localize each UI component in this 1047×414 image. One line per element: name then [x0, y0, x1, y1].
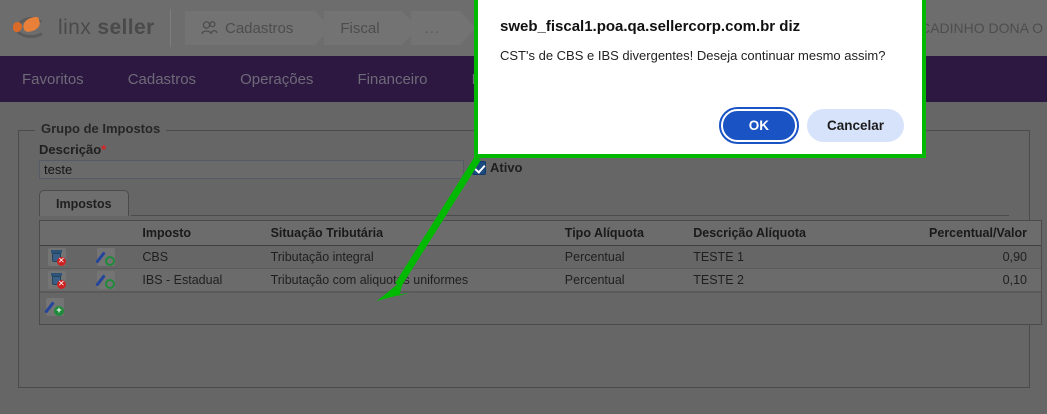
- edit-icon[interactable]: [95, 248, 115, 266]
- table-header-row: Imposto Situação Tributária Tipo Alíquot…: [40, 221, 1041, 246]
- breadcrumb-label: ...: [424, 19, 441, 37]
- table-row[interactable]: ✕ IBS - Estadual Tributação com aliquota…: [40, 268, 1041, 292]
- cell-imposto: IBS - Estadual: [138, 268, 267, 292]
- add-icon[interactable]: +: [44, 298, 64, 316]
- col-header-imposto: Imposto: [138, 221, 267, 246]
- linx-flame-logo-icon: [10, 15, 50, 41]
- brand-light-text: linx: [58, 16, 92, 39]
- breadcrumb-label: Fiscal: [340, 19, 380, 37]
- grupo-impostos-fieldset: Grupo de Impostos Descrição* Ativo Impos…: [18, 121, 1042, 388]
- col-header-situacao: Situação Tributária: [266, 221, 561, 246]
- dialog-message: CST's de CBS e IBS divergentes! Deseja c…: [500, 48, 886, 63]
- fieldset-legend: Grupo de Impostos: [35, 121, 167, 136]
- cell-tipo-aliquota: Percentual: [560, 268, 690, 292]
- breadcrumb-item-cadastros[interactable]: Cadastros: [185, 11, 332, 45]
- breadcrumb: Cadastros Fiscal ...: [185, 11, 476, 45]
- fieldset-border-left: [19, 130, 35, 131]
- people-icon: [201, 21, 218, 35]
- cell-tipo-aliquota: Percentual: [560, 245, 690, 269]
- delete-icon[interactable]: ✕: [47, 271, 66, 289]
- ativo-checkbox-group[interactable]: Ativo: [472, 160, 523, 175]
- cell-descricao-aliquota: TESTE 1: [689, 245, 926, 269]
- tab-underline: [131, 215, 1009, 216]
- page-content: Grupo de Impostos Descrição* Ativo Impos…: [0, 102, 1047, 414]
- impostos-table: Imposto Situação Tributária Tipo Alíquot…: [40, 221, 1041, 292]
- col-header-edit: [73, 221, 139, 246]
- company-name: MERCADINHO DONA O: [888, 20, 1043, 36]
- cell-situacao: Tributação com aliquotas uniformes: [266, 268, 561, 292]
- dialog-title: sweb_fiscal1.poa.qa.sellercorp.com.br di…: [500, 18, 801, 35]
- nav-item-financeiro[interactable]: Financeiro: [357, 70, 428, 88]
- brand-bold-text: seller: [97, 16, 155, 39]
- descricao-label-text: Descrição: [39, 142, 102, 157]
- table-footer: +: [40, 292, 1041, 324]
- breadcrumb-label: Cadastros: [225, 19, 294, 37]
- col-header-tipo-aliquota: Tipo Alíquota: [560, 221, 690, 246]
- cell-percentual-valor: 0,90: [925, 245, 1041, 269]
- ok-button[interactable]: OK: [718, 107, 799, 144]
- dialog-actions: OK Cancelar: [718, 107, 904, 144]
- tab-impostos[interactable]: Impostos: [39, 190, 129, 216]
- cell-descricao-aliquota: TESTE 2: [689, 268, 926, 292]
- cell-imposto: CBS: [138, 245, 267, 269]
- table-row[interactable]: ✕ CBS Tributação integral Percentual: [40, 245, 1041, 269]
- row-edit-cell[interactable]: [73, 268, 139, 292]
- tab-strip: Impostos: [39, 190, 1009, 216]
- row-delete-cell[interactable]: ✕: [40, 268, 74, 292]
- table-header: Imposto Situação Tributária Tipo Alíquot…: [40, 221, 1041, 246]
- nav-item-cadastros[interactable]: Cadastros: [127, 70, 197, 88]
- required-marker: *: [101, 142, 107, 157]
- nav-item-operacoes[interactable]: Operações: [240, 70, 314, 88]
- dialog-body: sweb_fiscal1.poa.qa.sellercorp.com.br di…: [478, 0, 922, 63]
- browser-confirm-dialog: sweb_fiscal1.poa.qa.sellercorp.com.br di…: [474, 0, 926, 158]
- edit-icon[interactable]: [95, 271, 115, 289]
- table-body: ✕ CBS Tributação integral Percentual: [40, 245, 1041, 292]
- nav-item-favoritos[interactable]: Favoritos: [22, 70, 84, 88]
- brand-logo-area[interactable]: linx seller: [0, 15, 170, 41]
- row-edit-cell[interactable]: [73, 245, 139, 269]
- cell-situacao: Tributação integral: [266, 245, 561, 269]
- cancel-button[interactable]: Cancelar: [806, 109, 904, 142]
- descricao-input[interactable]: [39, 160, 464, 179]
- descricao-label: Descrição*: [39, 142, 106, 157]
- breadcrumb-item-fiscal[interactable]: Fiscal: [324, 11, 418, 45]
- ativo-checkbox[interactable]: [472, 160, 486, 175]
- col-header-delete: [40, 221, 74, 246]
- impostos-table-container: Imposto Situação Tributária Tipo Alíquot…: [39, 220, 1042, 326]
- delete-icon[interactable]: ✕: [47, 248, 66, 266]
- col-header-descricao-aliquota: Descrição Alíquota: [689, 221, 926, 246]
- row-delete-cell[interactable]: ✕: [40, 245, 74, 269]
- brand-text: linx seller: [58, 16, 155, 40]
- header-divider: [170, 9, 171, 47]
- cell-percentual-valor: 0,10: [925, 268, 1041, 292]
- ativo-label: Ativo: [490, 160, 523, 175]
- breadcrumb-item-more[interactable]: ...: [410, 11, 476, 45]
- col-header-percentual-valor: Percentual/Valor: [925, 221, 1041, 246]
